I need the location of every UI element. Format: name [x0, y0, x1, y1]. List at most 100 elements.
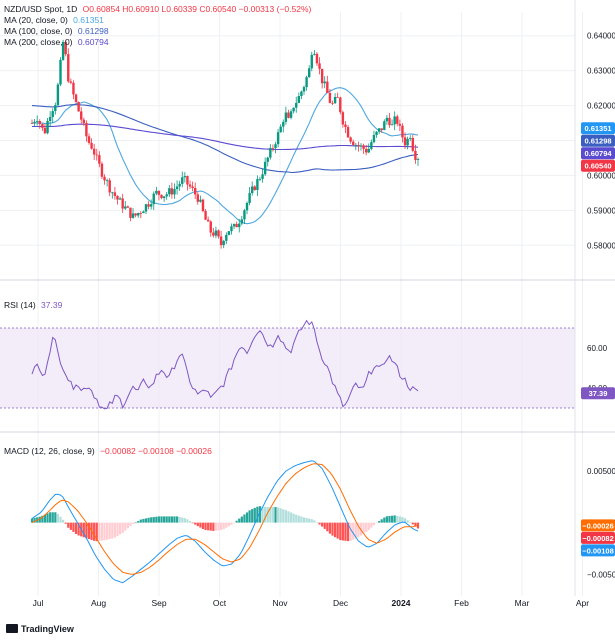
rsi-band-fill	[0, 328, 575, 408]
macd-histogram-bar	[131, 522, 135, 525]
macd-histogram-bar	[56, 514, 60, 523]
macd-histogram-bar	[367, 522, 370, 531]
macd-histogram-bar	[69, 522, 72, 530]
price-tick-label: 0.59000	[587, 206, 615, 215]
candle-body	[339, 97, 342, 113]
macd-histogram-bar	[310, 519, 313, 523]
macd-histogram-bar	[220, 522, 223, 531]
candle-body	[149, 204, 153, 207]
rsi-band	[0, 327, 575, 409]
legend-symbol-row: NZD/USD Spot, 1D O0.60854 H0.60910 L0.60…	[4, 4, 314, 15]
candle-body	[181, 177, 184, 184]
x-tick-label: Jul	[33, 598, 44, 608]
candle-body	[33, 121, 36, 124]
macd-values: −0.00082 −0.00108 −0.00026	[100, 446, 212, 456]
candle-body	[201, 199, 205, 212]
x-tick-label: Nov	[272, 598, 288, 608]
candle-body	[134, 213, 137, 216]
candle-body	[105, 180, 109, 182]
x-tick-label: Sep	[151, 598, 166, 608]
macd-histogram-bar	[232, 522, 236, 524]
macd-pane	[30, 460, 420, 584]
candle-body	[113, 192, 117, 196]
macd-histogram-bar	[137, 521, 140, 523]
macd-histogram-bar	[300, 516, 303, 523]
macd-histogram-bar	[87, 522, 91, 540]
macd-histogram-bar	[383, 517, 386, 523]
candle-body	[155, 190, 158, 194]
macd-histogram-bar	[289, 512, 293, 523]
candle-body	[390, 124, 394, 126]
candle-body	[67, 54, 70, 82]
candle-body	[406, 138, 409, 146]
macd-histogram-bar	[279, 508, 282, 523]
candle-body	[232, 224, 236, 227]
axis-marker-box	[581, 519, 615, 532]
macd-histogram-bar	[243, 514, 246, 523]
candle-body	[103, 176, 106, 181]
macd-histogram-bar	[51, 512, 54, 523]
candle-body	[95, 154, 98, 156]
candle-body	[80, 111, 83, 120]
candle-body	[367, 148, 370, 153]
macd-histogram-bar	[194, 522, 197, 525]
price-tick-label: 0.62000	[587, 102, 615, 111]
candle-body	[331, 102, 334, 104]
candle-body	[77, 101, 80, 112]
candle-body	[214, 230, 218, 236]
macd-label: MACD (12, 26, close, 9)	[4, 446, 95, 456]
macd-histogram-bar	[82, 522, 85, 538]
macd-histogram-bar	[191, 522, 194, 524]
axis-marker-label: −0.00026	[582, 521, 614, 530]
candle-body	[165, 194, 168, 197]
macd-histogram-bar	[346, 522, 350, 542]
candle-body	[253, 186, 256, 190]
macd-histogram-bar	[378, 521, 381, 523]
candle-body	[357, 144, 360, 146]
axis-value-markers: 0.61351 0.61298 0.60794 0.60540 37.39 −0.0002…	[581, 122, 615, 557]
candle-body	[35, 120, 39, 122]
x-tick-label: Dec	[333, 598, 349, 608]
macd-histogram-bar	[235, 520, 238, 523]
legend-ma20-row: MA (20, close, 0) 0.61351	[4, 15, 314, 26]
candle-body	[341, 112, 345, 125]
macd-histogram-bar	[134, 522, 137, 524]
macd-histogram-bar	[201, 522, 205, 530]
macd-histogram-bar	[297, 515, 300, 523]
macd-histogram-bar	[54, 512, 57, 523]
macd-histogram-bar	[321, 522, 324, 527]
macd-histogram-bar	[98, 522, 101, 541]
candle-body	[48, 117, 52, 122]
macd-histogram-bar	[152, 517, 155, 523]
macd-tick-label: 0.00500	[587, 467, 615, 476]
candle-body	[222, 240, 225, 246]
candle-body	[258, 178, 262, 180]
macd-histogram-bar	[357, 522, 360, 538]
candle-body	[126, 206, 130, 208]
candle-body	[85, 123, 88, 137]
macd-histogram-bar	[175, 516, 179, 523]
candle-body	[137, 213, 140, 216]
macd-histogram-bar	[253, 507, 256, 523]
candle-body	[401, 125, 404, 138]
axis-marker-box	[581, 387, 615, 400]
candle-body	[261, 174, 264, 179]
ma100-label: MA (100, close, 0)	[4, 26, 73, 36]
rsi-legend: RSI (14) 37.39	[4, 300, 65, 311]
macd-histogram-bar	[116, 522, 119, 536]
candle-body	[346, 127, 350, 138]
candle-body	[359, 145, 363, 147]
ma20-line	[32, 87, 419, 225]
candle-body	[320, 68, 324, 84]
rsi-tick-label: 60.00	[587, 344, 608, 353]
macd-histogram-bar	[336, 522, 339, 539]
candle-body	[54, 105, 57, 112]
x-tick-label: Oct	[213, 598, 227, 608]
candle-body	[100, 163, 104, 177]
macd-histogram-bar	[113, 522, 116, 538]
candle-body	[217, 230, 220, 237]
macd-histogram-bar	[160, 516, 163, 523]
macd-histogram-bar	[38, 516, 41, 523]
candle-body	[336, 97, 339, 98]
candle-body	[263, 161, 267, 175]
